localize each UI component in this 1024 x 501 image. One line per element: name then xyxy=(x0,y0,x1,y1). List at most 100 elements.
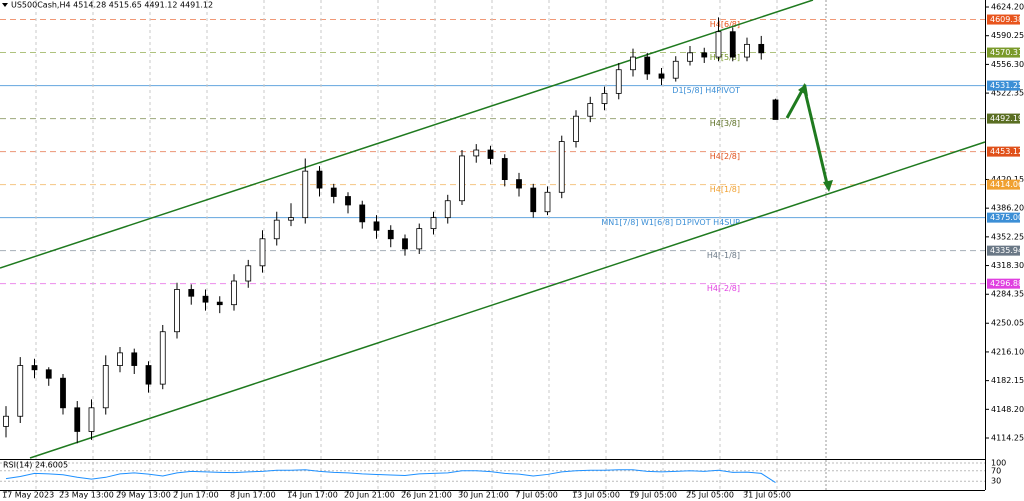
x-tick-label: 20 Jun 21:00 xyxy=(344,491,395,500)
candle-body xyxy=(117,352,123,366)
x-tick-label: 17 May 2023 xyxy=(2,491,54,500)
level-price-label: 4453.12 xyxy=(990,147,1023,156)
rsi-panel xyxy=(0,462,985,484)
y-tick-label: 4590.25 xyxy=(991,31,1024,40)
rsi-tick-label: 100 xyxy=(991,459,1006,468)
y-tick-label: 4386.20 xyxy=(991,204,1024,213)
candle-body xyxy=(31,365,38,371)
candle-body xyxy=(416,228,423,250)
chart-title: US500Cash,H4 4514.28 4515.65 4491.12 449… xyxy=(11,1,213,10)
level-price-box xyxy=(987,14,1020,25)
candle-body xyxy=(715,31,722,58)
candle-body xyxy=(402,238,408,250)
level-name: D1[5/8] H4PIVOT xyxy=(672,86,740,95)
y-tick-label: 4352.25 xyxy=(991,232,1024,241)
x-tick-label: 7 Jul 05:00 xyxy=(515,491,558,500)
x-tick-label: 14 Jun 17:00 xyxy=(287,491,338,500)
menu-icon[interactable] xyxy=(2,3,8,7)
candle-body xyxy=(60,377,66,409)
x-tick-label: 31 Jul 05:00 xyxy=(743,491,791,500)
candle-body xyxy=(658,73,665,79)
candle-body xyxy=(17,365,24,417)
level-name: H4[5/8] xyxy=(710,53,740,62)
level-name: H4[2/8] xyxy=(710,152,740,161)
y-tick-label: 4182.15 xyxy=(991,376,1024,385)
channel-upper xyxy=(0,0,814,269)
level-price-label: 4570.31 xyxy=(990,48,1023,57)
candle-body xyxy=(430,217,437,230)
candle-body xyxy=(373,221,380,231)
y-tick-label: 4522.35 xyxy=(991,89,1024,98)
candle-body xyxy=(501,158,508,180)
candle-body xyxy=(672,60,679,79)
y-tick-label: 4148.20 xyxy=(991,405,1024,414)
y-tick-label: 4420.15 xyxy=(991,175,1024,184)
candle-body xyxy=(202,295,209,303)
channel-lower xyxy=(29,141,986,459)
candle-body xyxy=(444,200,451,219)
candle-body xyxy=(544,191,551,213)
x-tick-label: 19 Jul 05:00 xyxy=(629,491,677,500)
candle-body xyxy=(473,149,480,157)
rsi-tick-label: 70 xyxy=(991,466,1001,475)
candle-body xyxy=(45,369,52,379)
candle-body xyxy=(729,31,736,58)
candle-body xyxy=(302,170,309,219)
x-tick-label: 23 May 13:00 xyxy=(59,491,114,500)
x-tick-label: 13 Jul 05:00 xyxy=(572,491,620,500)
rsi-line xyxy=(5,469,776,484)
candle-body xyxy=(245,265,252,282)
level-name: H4[-1/8] xyxy=(707,251,740,260)
candle-body xyxy=(131,352,138,366)
candle-body xyxy=(387,229,394,240)
candle-body xyxy=(330,187,337,197)
candle-body xyxy=(259,238,266,267)
candle-body xyxy=(359,204,366,223)
arrow-head xyxy=(798,84,808,96)
y-tick-label: 4318.30 xyxy=(991,261,1024,270)
level-price-label: 4296.88 xyxy=(990,279,1023,288)
y-tick-label: 4284.35 xyxy=(991,290,1024,299)
candle-body xyxy=(772,99,779,120)
x-tick-label: 25 Jul 05:00 xyxy=(686,491,734,500)
candle-body xyxy=(316,170,323,189)
candle-body xyxy=(615,69,622,94)
level-price-box xyxy=(987,113,1020,124)
level-price-label: 4375.00 xyxy=(990,213,1023,222)
candle-body xyxy=(145,365,152,385)
candle-body xyxy=(630,56,636,71)
x-tick-label: 30 Jun 21:00 xyxy=(458,491,509,500)
level-name: H4[3/8] xyxy=(710,119,740,128)
level-name: H4[6/8] xyxy=(710,20,740,29)
x-tick-label: 2 Jun 17:00 xyxy=(173,491,219,500)
candle-body xyxy=(487,149,494,159)
level-name: H4[-2/8] xyxy=(707,284,740,293)
candle-body xyxy=(601,92,608,104)
candle-body xyxy=(573,115,579,142)
candle-body xyxy=(3,415,9,427)
level-price-box xyxy=(987,146,1020,157)
candle-body xyxy=(459,155,465,202)
y-tick-label: 4624.20 xyxy=(991,3,1024,12)
level-price-box xyxy=(987,212,1020,223)
candle-body xyxy=(758,43,765,54)
candle-body xyxy=(216,301,223,306)
rsi-tick-label: 30 xyxy=(991,477,1001,486)
candle-body xyxy=(701,52,708,58)
candle-body xyxy=(231,280,237,306)
y-tick-label: 4114.25 xyxy=(991,434,1024,443)
y-tick-label: 4250.05 xyxy=(991,319,1024,328)
y-tick-label: 4216.10 xyxy=(991,347,1024,356)
level-price-box xyxy=(987,179,1020,190)
level-price-label: 4609.38 xyxy=(990,15,1023,24)
level-price-label: 4335.94 xyxy=(990,246,1023,255)
candle-body xyxy=(88,407,95,432)
candle-body xyxy=(744,43,750,58)
x-tick-label: 29 May 13:00 xyxy=(116,491,171,500)
level-name: H4[1/8] xyxy=(710,185,740,194)
axes: 4624.20 4590.25 4556.30 4522.35 4420.15 4386.… xyxy=(2,3,1024,500)
candle-body xyxy=(587,103,594,117)
candle-body xyxy=(273,219,280,240)
